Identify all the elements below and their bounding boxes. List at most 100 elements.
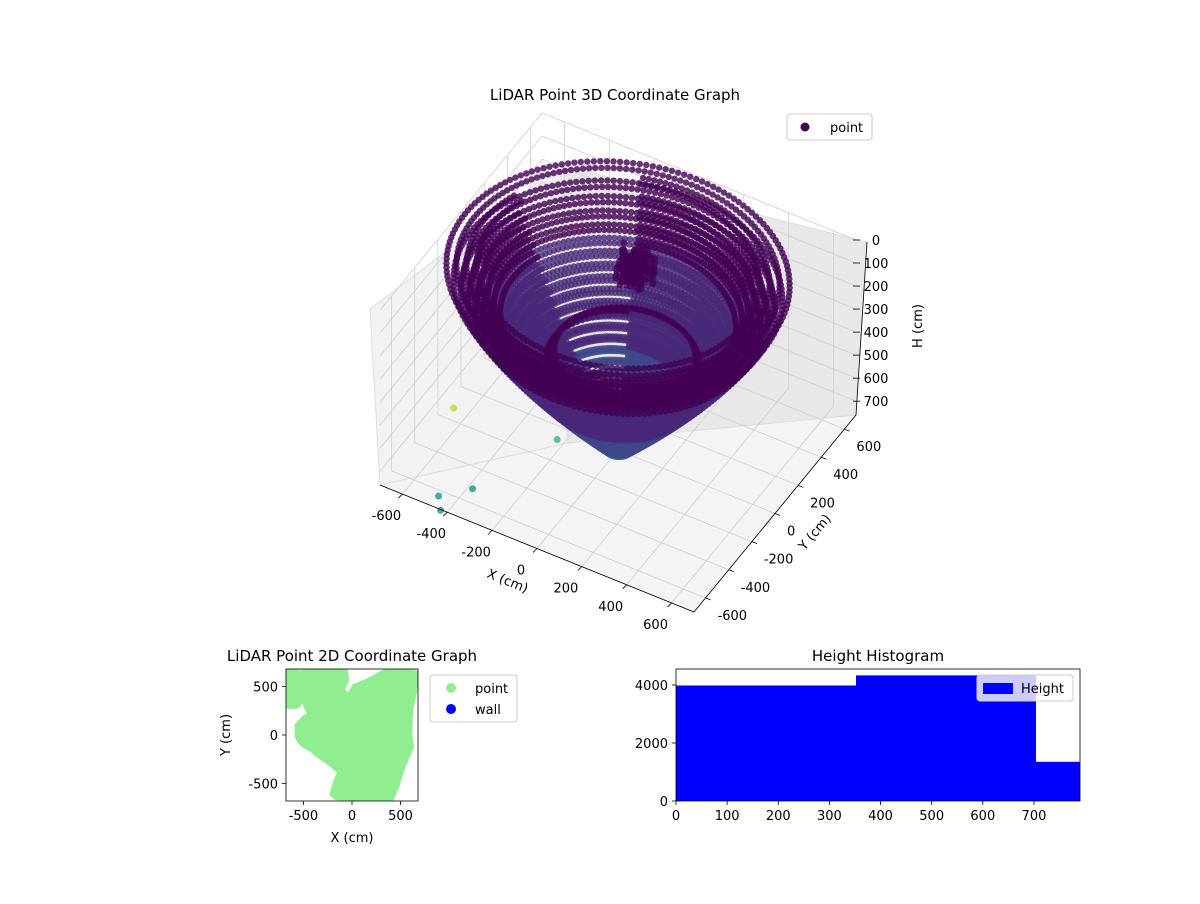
data-point-3d — [582, 208, 589, 215]
data-point-3d — [673, 183, 680, 190]
data-point-3d — [573, 178, 580, 186]
data-point-3d — [647, 201, 654, 208]
data-point-3d — [674, 169, 682, 176]
data-point-3d — [567, 179, 574, 186]
data-point-3d — [586, 193, 594, 200]
data-point-3d — [589, 221, 596, 228]
data-point-3d — [657, 204, 664, 211]
data-point-3d — [616, 227, 623, 234]
data-point-3d — [585, 165, 593, 172]
data-point-3d — [592, 164, 599, 172]
data-point-3d — [600, 213, 607, 220]
data-point-3d — [658, 212, 665, 220]
data-point-3d — [648, 183, 656, 190]
data-point-3d — [564, 160, 572, 167]
data-point-3d — [687, 173, 694, 180]
data-point-3d — [590, 158, 597, 165]
data-point-3d — [569, 185, 577, 193]
data-point-3d — [604, 183, 612, 191]
data-point-3d — [621, 214, 629, 221]
data-point-3d — [650, 217, 658, 224]
data-point-3d — [642, 200, 649, 207]
data-point-3d — [674, 195, 681, 203]
data-point-3d — [714, 194, 721, 201]
data-point-3d — [659, 186, 666, 193]
data-point-3d — [558, 187, 565, 194]
data-point-3d — [566, 201, 573, 209]
data-point-3d — [698, 178, 706, 185]
data-point-3d — [698, 194, 706, 201]
data-point-3d — [560, 211, 567, 218]
data-point-3d — [610, 158, 617, 165]
data-point-3d — [740, 202, 747, 209]
data-point-3d — [574, 194, 582, 201]
data-point-3d — [630, 159, 637, 167]
data-point-3d — [598, 183, 606, 191]
data-point-3d — [616, 165, 624, 172]
data-point-3d — [605, 199, 612, 206]
data-point-3d — [616, 193, 624, 200]
data-point-3d — [635, 235, 642, 242]
data-point-3d — [616, 207, 623, 215]
data-point-3d — [599, 199, 606, 206]
data-point-3d — [544, 171, 552, 178]
data-point-3d — [649, 163, 656, 170]
data-point-3d — [571, 209, 578, 216]
data-point-3d — [569, 194, 576, 202]
data-point-3d — [663, 214, 670, 221]
data-point-3d — [639, 174, 647, 182]
data-point-3d — [628, 209, 635, 216]
data-point-3d — [675, 203, 683, 210]
data-point-3d — [571, 159, 578, 166]
data-point-3d — [636, 160, 643, 168]
data-point-3d — [616, 177, 624, 185]
data-point-3d — [651, 177, 658, 184]
data-point-3d — [645, 237, 652, 244]
data-point-3d — [546, 199, 553, 206]
data-point-3d — [616, 184, 624, 191]
data-point-3d — [611, 213, 618, 220]
data-point-3d — [638, 181, 645, 188]
data-point-3d — [637, 208, 645, 215]
data-point-3d — [660, 198, 667, 205]
data-point-3d — [577, 158, 584, 166]
data-point-3d — [579, 165, 587, 172]
data-point-3d — [610, 164, 617, 172]
data-point-3d — [604, 164, 611, 172]
data-point-3d — [680, 205, 688, 212]
data-point-3d — [649, 280, 657, 287]
data-point-3d — [584, 158, 591, 165]
data-point-3d — [620, 239, 627, 246]
data-point-3d — [587, 184, 594, 191]
data-point-3d — [636, 222, 643, 229]
data-point-3d — [622, 208, 629, 215]
data-point-3d — [591, 177, 598, 184]
data-point-3d — [622, 165, 630, 173]
data-point-3d — [627, 222, 634, 230]
data-point-3d — [573, 166, 581, 173]
data-point-3d — [637, 199, 644, 206]
data-point-3d — [681, 171, 688, 178]
data-point-3d — [610, 193, 618, 200]
data-point-3d — [654, 184, 661, 191]
data-point-3d — [558, 161, 565, 168]
data-point-3d — [670, 201, 678, 208]
data-point-3d — [598, 164, 605, 172]
data-point-3d — [552, 162, 559, 169]
data-point-3d — [627, 322, 634, 329]
data-point-3d — [641, 168, 648, 175]
data-point-3d — [668, 216, 675, 223]
data-point-3d — [611, 226, 618, 234]
data-point-3d — [657, 190, 665, 198]
data-point-3d — [606, 226, 613, 234]
data-point-3d — [598, 192, 605, 200]
data-point-3d — [622, 184, 629, 192]
data-point-3d — [638, 193, 646, 200]
data-point-3d — [671, 175, 678, 182]
data-point-3d — [668, 167, 676, 174]
data-point-3d — [651, 269, 658, 276]
data-point-3d — [661, 227, 668, 235]
data-point-3d — [623, 178, 630, 185]
data-point-3d — [597, 177, 605, 184]
